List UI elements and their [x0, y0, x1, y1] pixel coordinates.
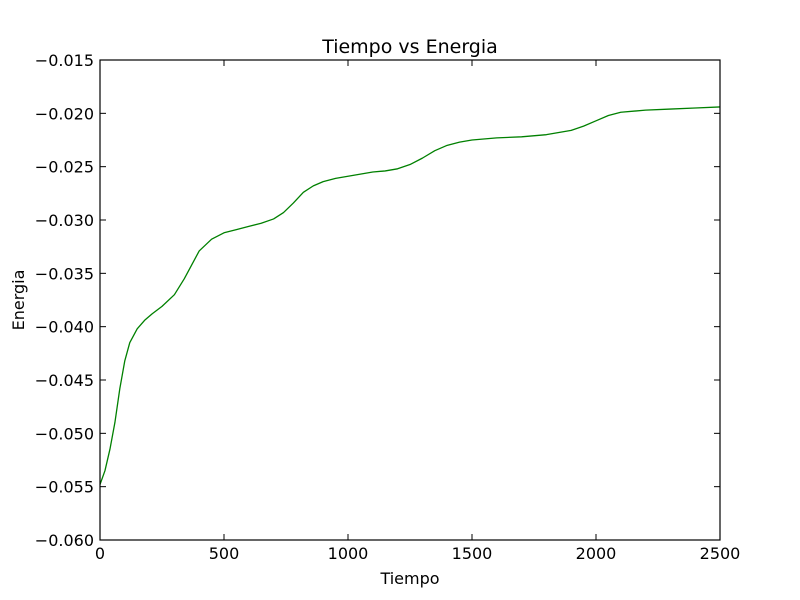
x-axis-ticks: 0 500 1000 1500 2000 2500	[95, 60, 740, 563]
x-tick-label: 2000	[576, 544, 617, 563]
series-line-0	[99, 106, 721, 485]
x-tick-label: 2500	[700, 544, 741, 563]
x-tick-label: 1500	[452, 544, 493, 563]
x-tick-label: 1000	[328, 544, 369, 563]
y-tick-label: −0.015	[35, 51, 94, 70]
y-axis-label: Energia	[9, 270, 28, 331]
x-tick-label: 0	[95, 544, 105, 563]
y-tick-label: −0.060	[35, 531, 94, 550]
y-tick-label: −0.055	[35, 478, 94, 497]
y-tick-label: −0.045	[35, 371, 94, 390]
x-tick-label: 500	[209, 544, 240, 563]
y-axis-ticks: −0.060 −0.055 −0.050 −0.045 −0.040 −0.035 −0.0…	[35, 51, 720, 550]
y-tick-label: −0.050	[35, 424, 94, 443]
y-tick-label: −0.040	[35, 318, 94, 337]
plot-frame	[99, 59, 721, 541]
y-tick-label: −0.035	[35, 264, 94, 283]
plot-area	[99, 59, 721, 541]
chart-title: Tiempo vs Energia	[321, 36, 498, 58]
x-axis-label: Tiempo	[379, 569, 439, 588]
y-tick-label: −0.030	[35, 211, 94, 230]
y-tick-label: −0.025	[35, 158, 94, 177]
y-tick-label: −0.020	[35, 104, 94, 123]
